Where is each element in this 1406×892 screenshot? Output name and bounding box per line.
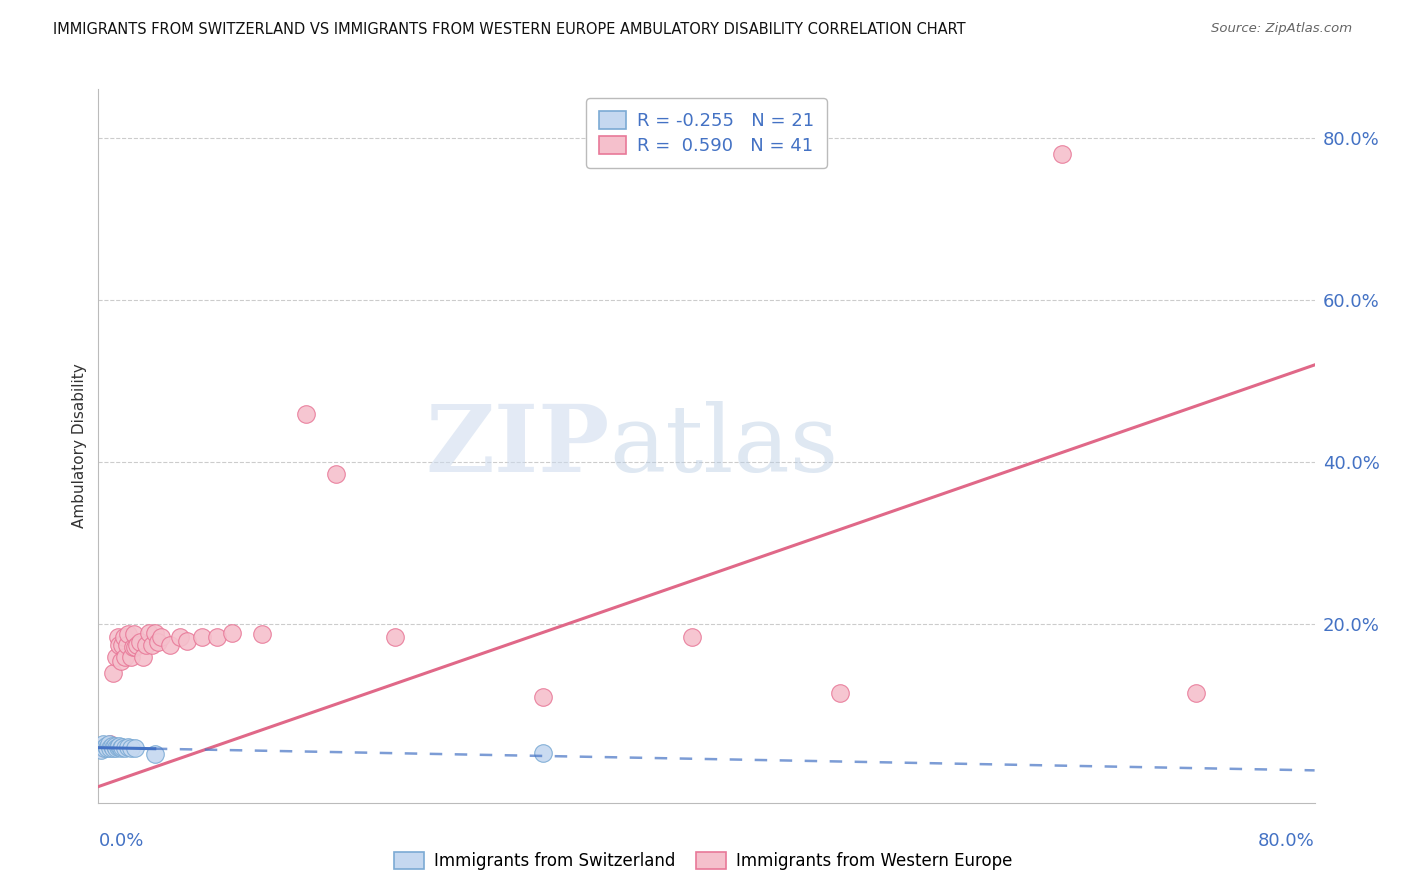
Text: Source: ZipAtlas.com: Source: ZipAtlas.com — [1212, 22, 1353, 36]
Point — [121, 640, 143, 654]
Point — [110, 654, 132, 668]
Point — [114, 740, 136, 755]
Point — [531, 746, 554, 760]
Point — [117, 739, 139, 754]
Point — [221, 625, 243, 640]
Point — [110, 740, 132, 755]
Point — [107, 739, 129, 754]
Legend: R = -0.255   N = 21, R =  0.590   N = 41: R = -0.255 N = 21, R = 0.590 N = 41 — [586, 98, 827, 168]
Point — [111, 739, 134, 754]
Point — [125, 638, 148, 652]
Text: 80.0%: 80.0% — [1258, 832, 1315, 850]
Point — [91, 738, 114, 752]
Point — [132, 649, 155, 664]
Point — [135, 638, 157, 652]
Point — [93, 740, 115, 755]
Point — [138, 625, 160, 640]
Point — [98, 741, 121, 756]
Text: 0.0%: 0.0% — [98, 832, 143, 850]
Point — [141, 638, 163, 652]
Point — [115, 638, 138, 652]
Point — [120, 740, 142, 755]
Text: atlas: atlas — [609, 401, 838, 491]
Point — [191, 630, 214, 644]
Point — [108, 739, 131, 753]
Point — [97, 738, 120, 752]
Point — [828, 686, 851, 700]
Point — [104, 739, 127, 753]
Y-axis label: Ambulatory Disability: Ambulatory Disability — [72, 364, 87, 528]
Point — [146, 635, 169, 649]
Point — [98, 738, 121, 752]
Point — [124, 640, 146, 654]
Point — [149, 630, 172, 644]
Point — [103, 740, 125, 755]
Point — [124, 740, 146, 755]
Point — [1052, 147, 1074, 161]
Point — [120, 649, 142, 664]
Point — [105, 649, 128, 664]
Point — [96, 739, 118, 753]
Point — [176, 633, 198, 648]
Point — [96, 740, 118, 755]
Point — [1185, 686, 1208, 700]
Text: ZIP: ZIP — [425, 401, 609, 491]
Point — [114, 649, 136, 664]
Point — [531, 690, 554, 705]
Point — [111, 638, 134, 652]
Point — [325, 467, 347, 482]
Point — [103, 666, 125, 681]
Point — [384, 630, 406, 644]
Point — [94, 739, 117, 753]
Point — [295, 407, 318, 421]
Point — [205, 630, 228, 644]
Point — [108, 638, 131, 652]
Point — [91, 740, 114, 755]
Point — [250, 627, 273, 641]
Text: IMMIGRANTS FROM SWITZERLAND VS IMMIGRANTS FROM WESTERN EUROPE AMBULATORY DISABIL: IMMIGRANTS FROM SWITZERLAND VS IMMIGRANT… — [53, 22, 966, 37]
Point — [681, 630, 703, 644]
Point — [122, 627, 145, 641]
Point — [107, 630, 129, 644]
Point — [90, 743, 112, 757]
Point — [100, 739, 122, 753]
Point — [143, 747, 166, 761]
Point — [129, 635, 152, 649]
Point — [105, 740, 128, 755]
Point — [159, 638, 181, 652]
Point — [117, 627, 139, 641]
Point — [143, 625, 166, 640]
Legend: Immigrants from Switzerland, Immigrants from Western Europe: Immigrants from Switzerland, Immigrants … — [388, 845, 1018, 877]
Point — [169, 630, 191, 644]
Point — [112, 630, 135, 644]
